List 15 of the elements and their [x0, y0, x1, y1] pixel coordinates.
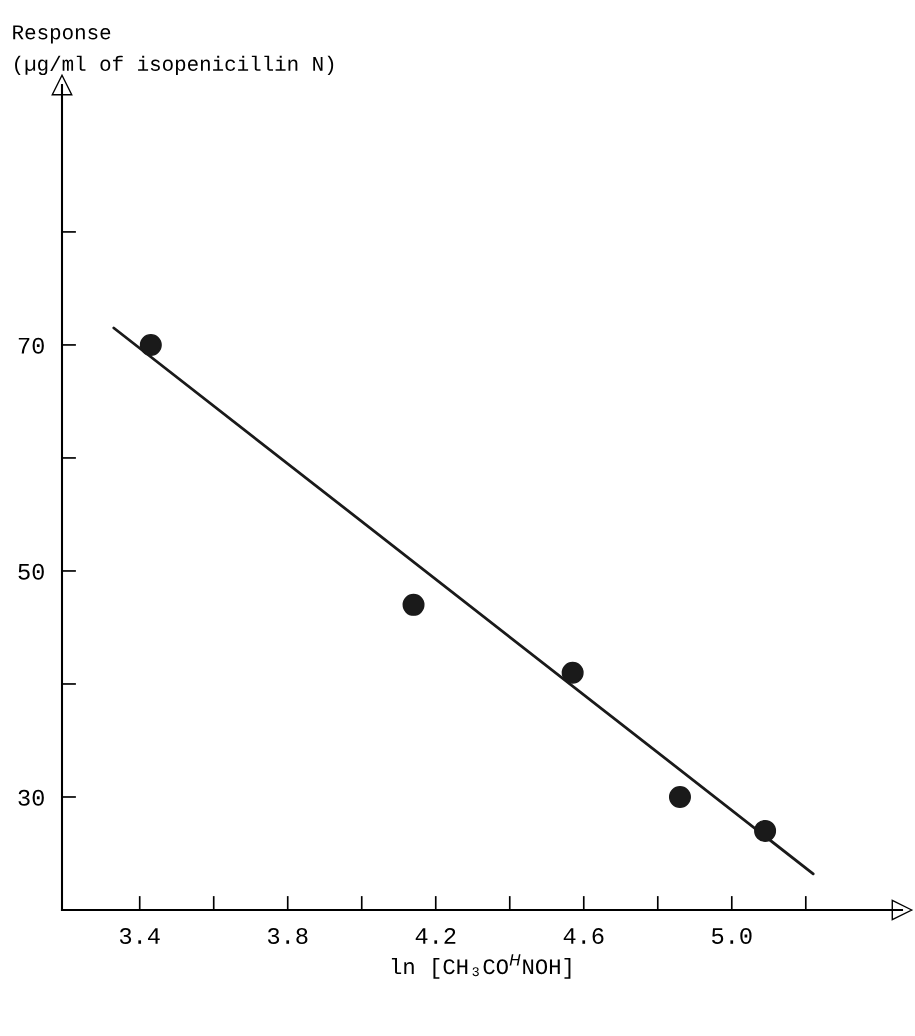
- y-tick-label: 50: [18, 563, 44, 580]
- x-tick-label: 4.6: [563, 927, 604, 945]
- point: [402, 593, 425, 616]
- x-tick-label: 3.8: [267, 927, 308, 945]
- point: [754, 819, 777, 842]
- point: [139, 333, 162, 356]
- point: [668, 785, 691, 808]
- point: [561, 661, 584, 684]
- y-axis-title: Response (µg/ml of isopenicillin N): [13, 25, 334, 76]
- x-axis-title: ln [CH₃CO$^{H}$NOH]: [391, 954, 571, 979]
- y-tick-label: 30: [18, 789, 44, 806]
- x-tick-label: 5.0: [712, 927, 752, 945]
- x-tick-label: 4.2: [415, 927, 456, 944]
- y-tick-label: 70: [18, 337, 44, 354]
- x-tick-label: 3.4: [119, 927, 160, 945]
